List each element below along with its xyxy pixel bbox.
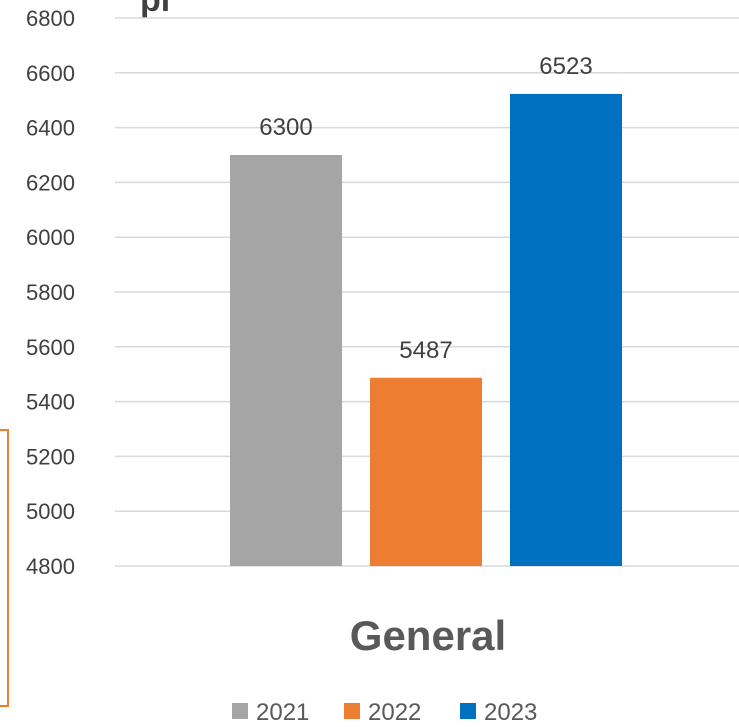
chart-title-fragment: pl bbox=[140, 0, 171, 19]
legend-swatch-2023 bbox=[460, 703, 476, 719]
bars bbox=[230, 93, 622, 566]
legend-swatch-2021 bbox=[232, 703, 248, 719]
y-tick-label: 5400 bbox=[26, 390, 75, 415]
y-tick-label: 4800 bbox=[26, 554, 75, 579]
y-axis-tick-labels: 4800 5000 5200 5400 5600 5800 6000 6200 6400 6600… bbox=[26, 6, 75, 579]
y-tick-label: 6000 bbox=[26, 225, 75, 250]
data-label-2021: 6300 bbox=[259, 114, 312, 141]
x-category-label: General bbox=[350, 612, 506, 659]
adjacent-panel-border bbox=[0, 429, 9, 707]
y-tick-label: 5800 bbox=[26, 280, 75, 305]
data-label-2023: 6523 bbox=[539, 53, 592, 80]
y-tick-label: 6800 bbox=[26, 6, 75, 31]
y-tick-label: 5200 bbox=[26, 444, 75, 469]
legend-label-2022: 2022 bbox=[368, 699, 421, 726]
y-tick-label: 6600 bbox=[26, 61, 75, 86]
bar-2022 bbox=[370, 377, 482, 566]
y-tick-label: 6200 bbox=[26, 170, 75, 195]
legend-swatch-2022 bbox=[344, 703, 360, 719]
data-labels: 6300 5487 6523 bbox=[259, 53, 592, 364]
y-tick-label: 5600 bbox=[26, 335, 75, 360]
legend-label-2023: 2023 bbox=[484, 699, 537, 726]
data-label-2022: 5487 bbox=[399, 337, 452, 364]
legend-label-2021: 2021 bbox=[256, 699, 309, 726]
y-tick-label: 6400 bbox=[26, 116, 75, 141]
legend: 2021 2022 2023 bbox=[232, 699, 537, 726]
bar-2023 bbox=[510, 93, 622, 566]
bar-2021 bbox=[230, 155, 342, 566]
y-tick-label: 5000 bbox=[26, 499, 75, 524]
